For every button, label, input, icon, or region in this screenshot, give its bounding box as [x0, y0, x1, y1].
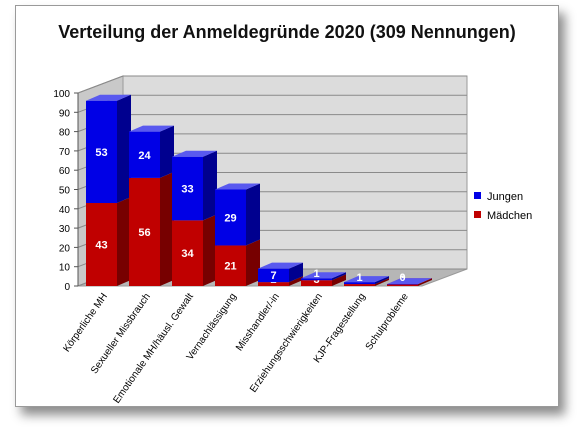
- data-label: 7: [270, 270, 276, 282]
- bar-top: [215, 183, 260, 190]
- y-tick-label: 70: [59, 147, 71, 158]
- x-tick-label: Emotionale MH/häusl. Gewalt: [111, 291, 196, 405]
- bar-side: [160, 171, 174, 286]
- bar: [344, 284, 375, 286]
- gridline-side: [77, 75, 124, 94]
- bar-side: [246, 183, 260, 246]
- bar-side: [117, 94, 131, 204]
- bar: [86, 203, 117, 286]
- y-tick-label: 30: [59, 224, 71, 235]
- legend-swatch: [474, 192, 481, 199]
- x-tick-label: Schulprobleme: [364, 291, 412, 352]
- y-tick-label: 90: [59, 108, 71, 119]
- y-tick-label: 40: [59, 205, 71, 216]
- bar-side: [117, 197, 131, 286]
- bar: [86, 100, 117, 204]
- bar-side: [332, 272, 346, 281]
- data-label: 53: [95, 147, 107, 159]
- y-tick-label: 100: [53, 89, 70, 100]
- bar: [129, 131, 160, 178]
- data-label: 24: [138, 150, 151, 162]
- bar-top: [172, 150, 217, 157]
- bar-side: [375, 276, 389, 285]
- data-label: 1: [313, 268, 319, 280]
- y-tick-label: 60: [59, 166, 71, 177]
- bar-top: [301, 272, 346, 279]
- bar: [301, 280, 332, 286]
- bar: [215, 245, 246, 286]
- bar: [387, 284, 418, 286]
- bar-side: [203, 214, 217, 286]
- bar: [258, 268, 289, 283]
- bar-top: [86, 94, 131, 101]
- bar-top: [387, 278, 432, 285]
- bar-top: [344, 276, 389, 283]
- data-label: 1: [356, 272, 362, 284]
- bar-side: [289, 262, 303, 283]
- legend-label: Jungen: [487, 191, 523, 203]
- bar-side: [160, 125, 174, 178]
- chart-title: Verteilung der Anmeldegründe 2020 (309 N…: [58, 22, 516, 42]
- bar-side: [289, 276, 303, 286]
- bar: [172, 220, 203, 286]
- bar: [344, 282, 375, 285]
- bar-top: [258, 262, 303, 269]
- bar-side: [375, 278, 389, 286]
- bar: [387, 284, 418, 285]
- bar: [172, 156, 203, 221]
- y-tick-label: 50: [59, 186, 71, 197]
- bar-side: [418, 278, 432, 286]
- bar-top: [129, 125, 174, 132]
- bar: [258, 282, 289, 286]
- bar-side: [246, 239, 260, 286]
- data-label: 0: [399, 272, 405, 284]
- legend-label: Mädchen: [487, 210, 532, 222]
- data-label: 43: [95, 240, 107, 252]
- x-tick-label: Erziehungsschwierigkeiten: [248, 291, 325, 394]
- bar-side: [332, 274, 346, 286]
- data-label: 29: [224, 212, 236, 224]
- x-tick-label: Körperliche MH: [61, 291, 110, 354]
- y-tick-label: 10: [59, 263, 71, 274]
- y-tick-label: 80: [59, 128, 71, 139]
- legend-swatch: [474, 211, 481, 218]
- x-tick-label: Misshandler/-in: [234, 291, 282, 353]
- data-label: 21: [224, 261, 236, 273]
- data-label: 34: [181, 248, 194, 260]
- bar: [301, 278, 332, 281]
- data-label: 56: [138, 227, 150, 239]
- bar: [129, 177, 160, 286]
- bar-side: [203, 150, 217, 221]
- data-label: 33: [181, 184, 193, 196]
- y-tick-label: 20: [59, 243, 71, 254]
- y-tick-label: 0: [64, 282, 70, 293]
- bar: [215, 189, 246, 246]
